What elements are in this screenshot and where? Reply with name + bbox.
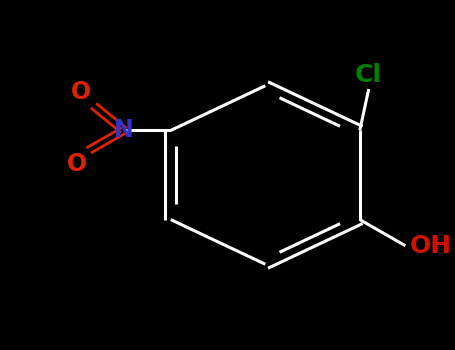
Text: O: O bbox=[66, 152, 86, 176]
Text: OH: OH bbox=[410, 234, 452, 258]
Text: N: N bbox=[114, 118, 134, 142]
Text: O: O bbox=[71, 80, 91, 104]
Text: Cl: Cl bbox=[355, 63, 382, 87]
